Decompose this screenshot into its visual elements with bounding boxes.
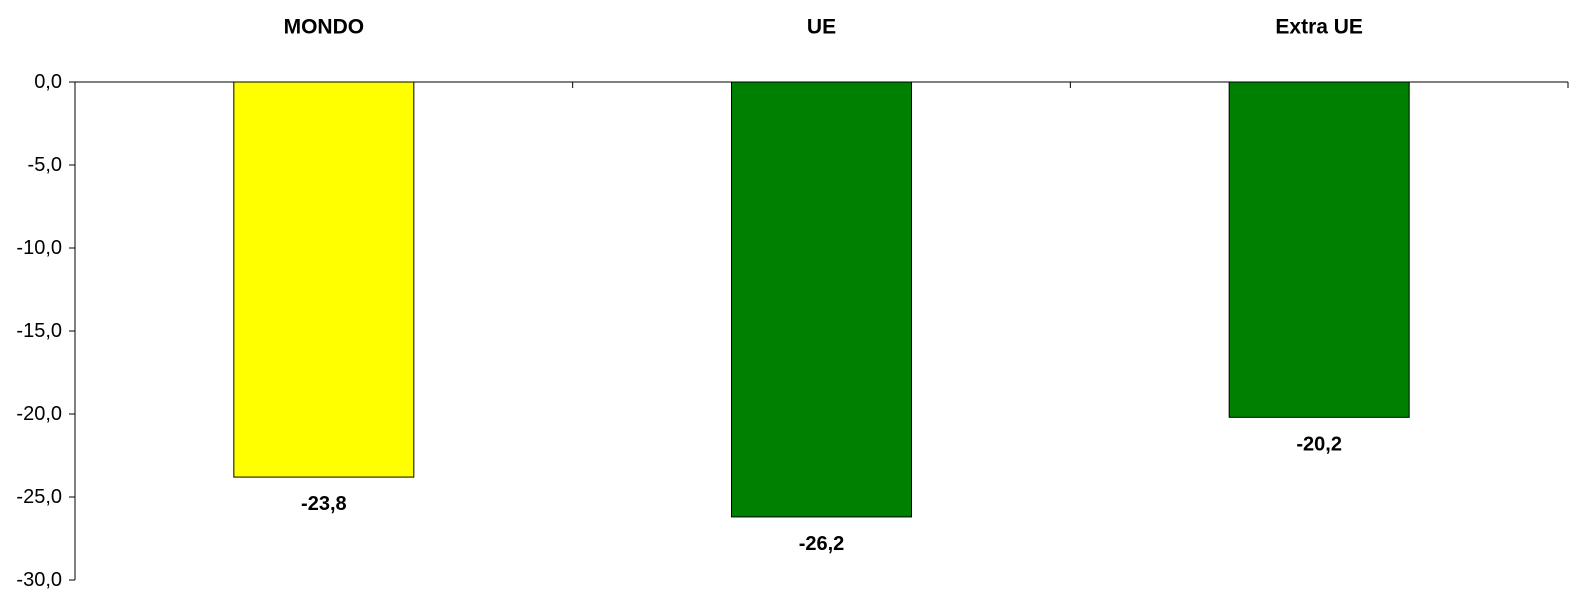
y-tick-label: -15,0 (16, 320, 62, 342)
category-label: Extra UE (1275, 16, 1363, 39)
y-tick-label: -10,0 (16, 237, 62, 259)
y-axis: 0,0 -5,0 -10,0 -15,0 -20,0 -25,0 -30,0 (16, 71, 76, 591)
category-label: MONDO (284, 16, 365, 39)
bar-extra-ue (1228, 81, 1410, 418)
bar-mondo (233, 81, 415, 478)
y-tick-label: 0,0 (34, 71, 62, 93)
data-label: -26,2 (799, 533, 845, 555)
data-labels: -23,8 -26,2 -20,2 (301, 433, 1342, 555)
category-labels: MONDO UE Extra UE (284, 16, 1363, 39)
y-tick-label: -30,0 (16, 569, 62, 591)
y-tick-label: -25,0 (16, 486, 62, 508)
bar-ue (731, 81, 912, 518)
data-label: -23,8 (301, 493, 347, 515)
bars (233, 81, 1410, 518)
y-tick-label: -20,0 (16, 403, 62, 425)
data-label: -20,2 (1296, 433, 1342, 455)
category-label: UE (807, 16, 836, 39)
y-tick-label: -5,0 (28, 154, 62, 176)
